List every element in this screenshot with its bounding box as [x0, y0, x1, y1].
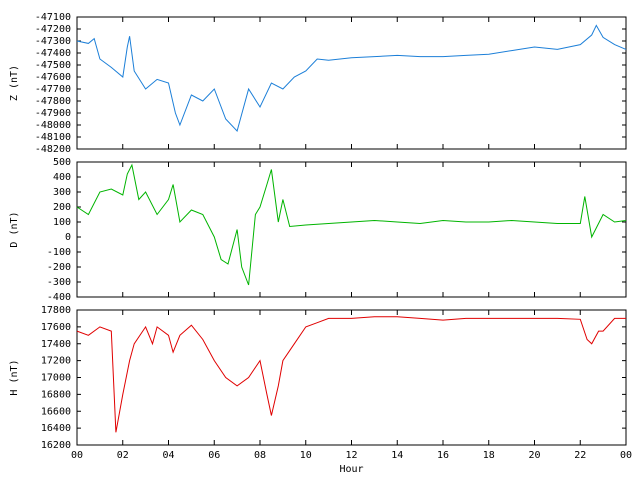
y-tick-label: -47900: [35, 108, 71, 119]
x-tick-label: 12: [345, 450, 357, 461]
y-tick-label: 16800: [41, 389, 71, 400]
y-tick-label: -48200: [35, 144, 71, 155]
y-axis-label: D (nT): [9, 211, 20, 247]
y-tick-label: -47400: [35, 48, 71, 59]
y-tick-label: -300: [47, 277, 71, 288]
y-tick-label: -200: [47, 262, 71, 273]
x-tick-label: 16: [437, 450, 449, 461]
x-tick-label: 20: [528, 450, 540, 461]
y-axis-label: Z (nT): [9, 65, 20, 101]
y-tick-label: 17000: [41, 373, 71, 384]
y-tick-label: -47300: [35, 36, 71, 47]
x-tick-label: 00: [620, 450, 632, 461]
y-tick-label: 16200: [41, 440, 71, 451]
y-tick-label: -48100: [35, 132, 71, 143]
y-tick-label: 17600: [41, 322, 71, 333]
y-tick-label: 300: [53, 187, 71, 198]
x-tick-label: 06: [208, 450, 220, 461]
y-tick-label: 200: [53, 202, 71, 213]
x-tick-label: 00: [71, 450, 83, 461]
y-tick-label: 100: [53, 217, 71, 228]
y-tick-label: -47600: [35, 72, 71, 83]
y-tick-label: -48000: [35, 120, 71, 131]
x-tick-label: 08: [254, 450, 266, 461]
y-tick-label: -47500: [35, 60, 71, 71]
x-axis-label: Hour: [339, 464, 363, 475]
y-tick-label: 16400: [41, 423, 71, 434]
y-tick-label: 400: [53, 172, 71, 183]
x-tick-label: 22: [574, 450, 586, 461]
data-line: [76, 163, 627, 286]
y-tick-label: -47100: [35, 12, 71, 23]
y-tick-label: 17200: [41, 356, 71, 367]
x-tick-label: 04: [162, 450, 174, 461]
y-axis-label: H (nT): [9, 359, 20, 395]
y-tick-label: 17800: [41, 305, 71, 316]
x-tick-label: 14: [391, 450, 403, 461]
x-tick-label: 02: [117, 450, 129, 461]
x-tick-label: 10: [300, 450, 312, 461]
y-tick-label: -100: [47, 247, 71, 258]
y-tick-label: 17400: [41, 339, 71, 350]
x-tick-label: 18: [483, 450, 495, 461]
y-tick-label: 16600: [41, 406, 71, 417]
y-tick-label: -47700: [35, 84, 71, 95]
data-line: [76, 24, 627, 132]
y-tick-label: -400: [47, 292, 71, 303]
data-line: [76, 316, 626, 433]
y-tick-label: 0: [65, 232, 71, 243]
y-tick-label: -47800: [35, 96, 71, 107]
y-tick-label: -47200: [35, 24, 71, 35]
y-tick-label: 500: [53, 157, 71, 168]
